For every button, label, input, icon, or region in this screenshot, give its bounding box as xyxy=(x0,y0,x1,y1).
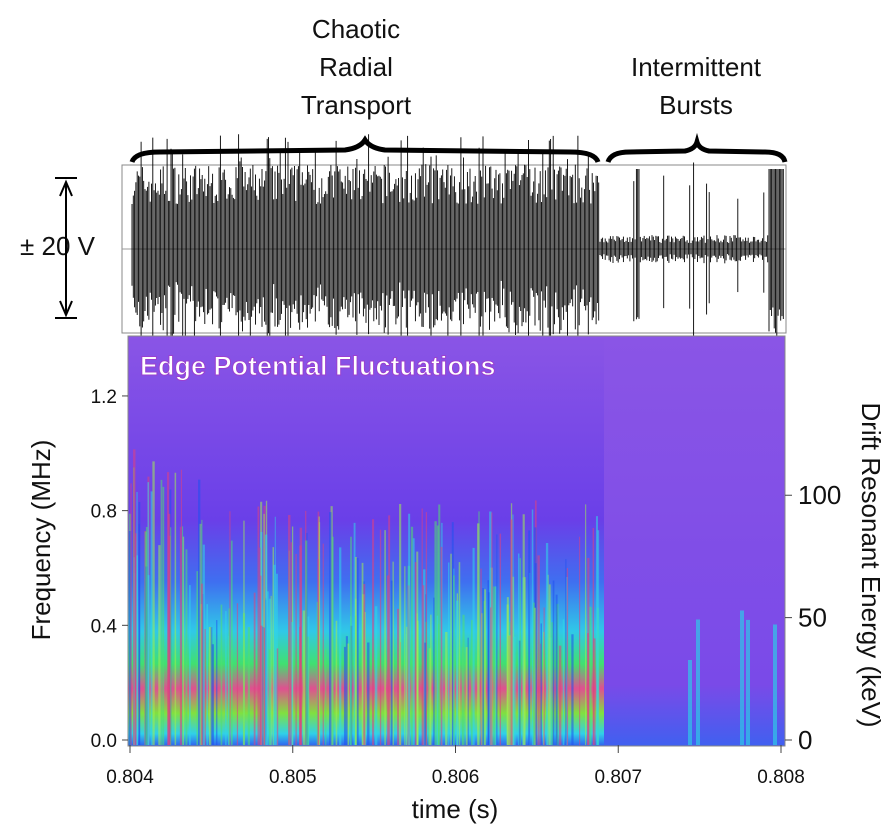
x-tick-label: 0.808 xyxy=(757,767,805,788)
y-axis-label: Frequency (MHz) xyxy=(26,440,56,641)
scale-arrow xyxy=(55,177,77,319)
plot-frame xyxy=(127,335,786,747)
y-tick-label: 1.2 xyxy=(91,387,117,408)
y-tick-label: 0.8 xyxy=(91,502,117,523)
spectrogram-bursts xyxy=(604,336,785,746)
y2-axis-label: Drift Resonant Energy (keV) xyxy=(856,402,886,727)
scale-label: ± 20 V xyxy=(20,231,96,261)
x-axis-label: time (s) xyxy=(412,794,499,824)
annotation-line: Intermittent xyxy=(631,52,762,82)
x-tick-label: 0.806 xyxy=(432,767,480,788)
annotation-line: Radial xyxy=(319,52,393,82)
y-tick-label: 0.0 xyxy=(91,731,117,752)
spectrogram-streaks xyxy=(128,449,777,745)
waveform xyxy=(131,134,784,364)
y2-tick-label: 0 xyxy=(798,725,812,755)
annotation-line: Chaotic xyxy=(312,14,400,44)
annotations: Chaotic Radial Transport Intermittent Bu… xyxy=(129,14,788,164)
x-tick-label: 0.805 xyxy=(269,767,317,788)
plot-title: Edge Potential Fluctuations xyxy=(140,351,496,381)
y2-tick-label: 50 xyxy=(798,603,827,633)
annotation-line: Transport xyxy=(301,90,412,120)
y-tick-label: 0.4 xyxy=(91,616,118,637)
y2-tick-label: 100 xyxy=(798,480,841,510)
annotation-line: Bursts xyxy=(659,90,733,120)
brace xyxy=(129,135,601,164)
x-tick-label: 0.804 xyxy=(106,767,154,788)
brace xyxy=(605,132,788,163)
x-tick-label: 0.807 xyxy=(594,767,642,788)
